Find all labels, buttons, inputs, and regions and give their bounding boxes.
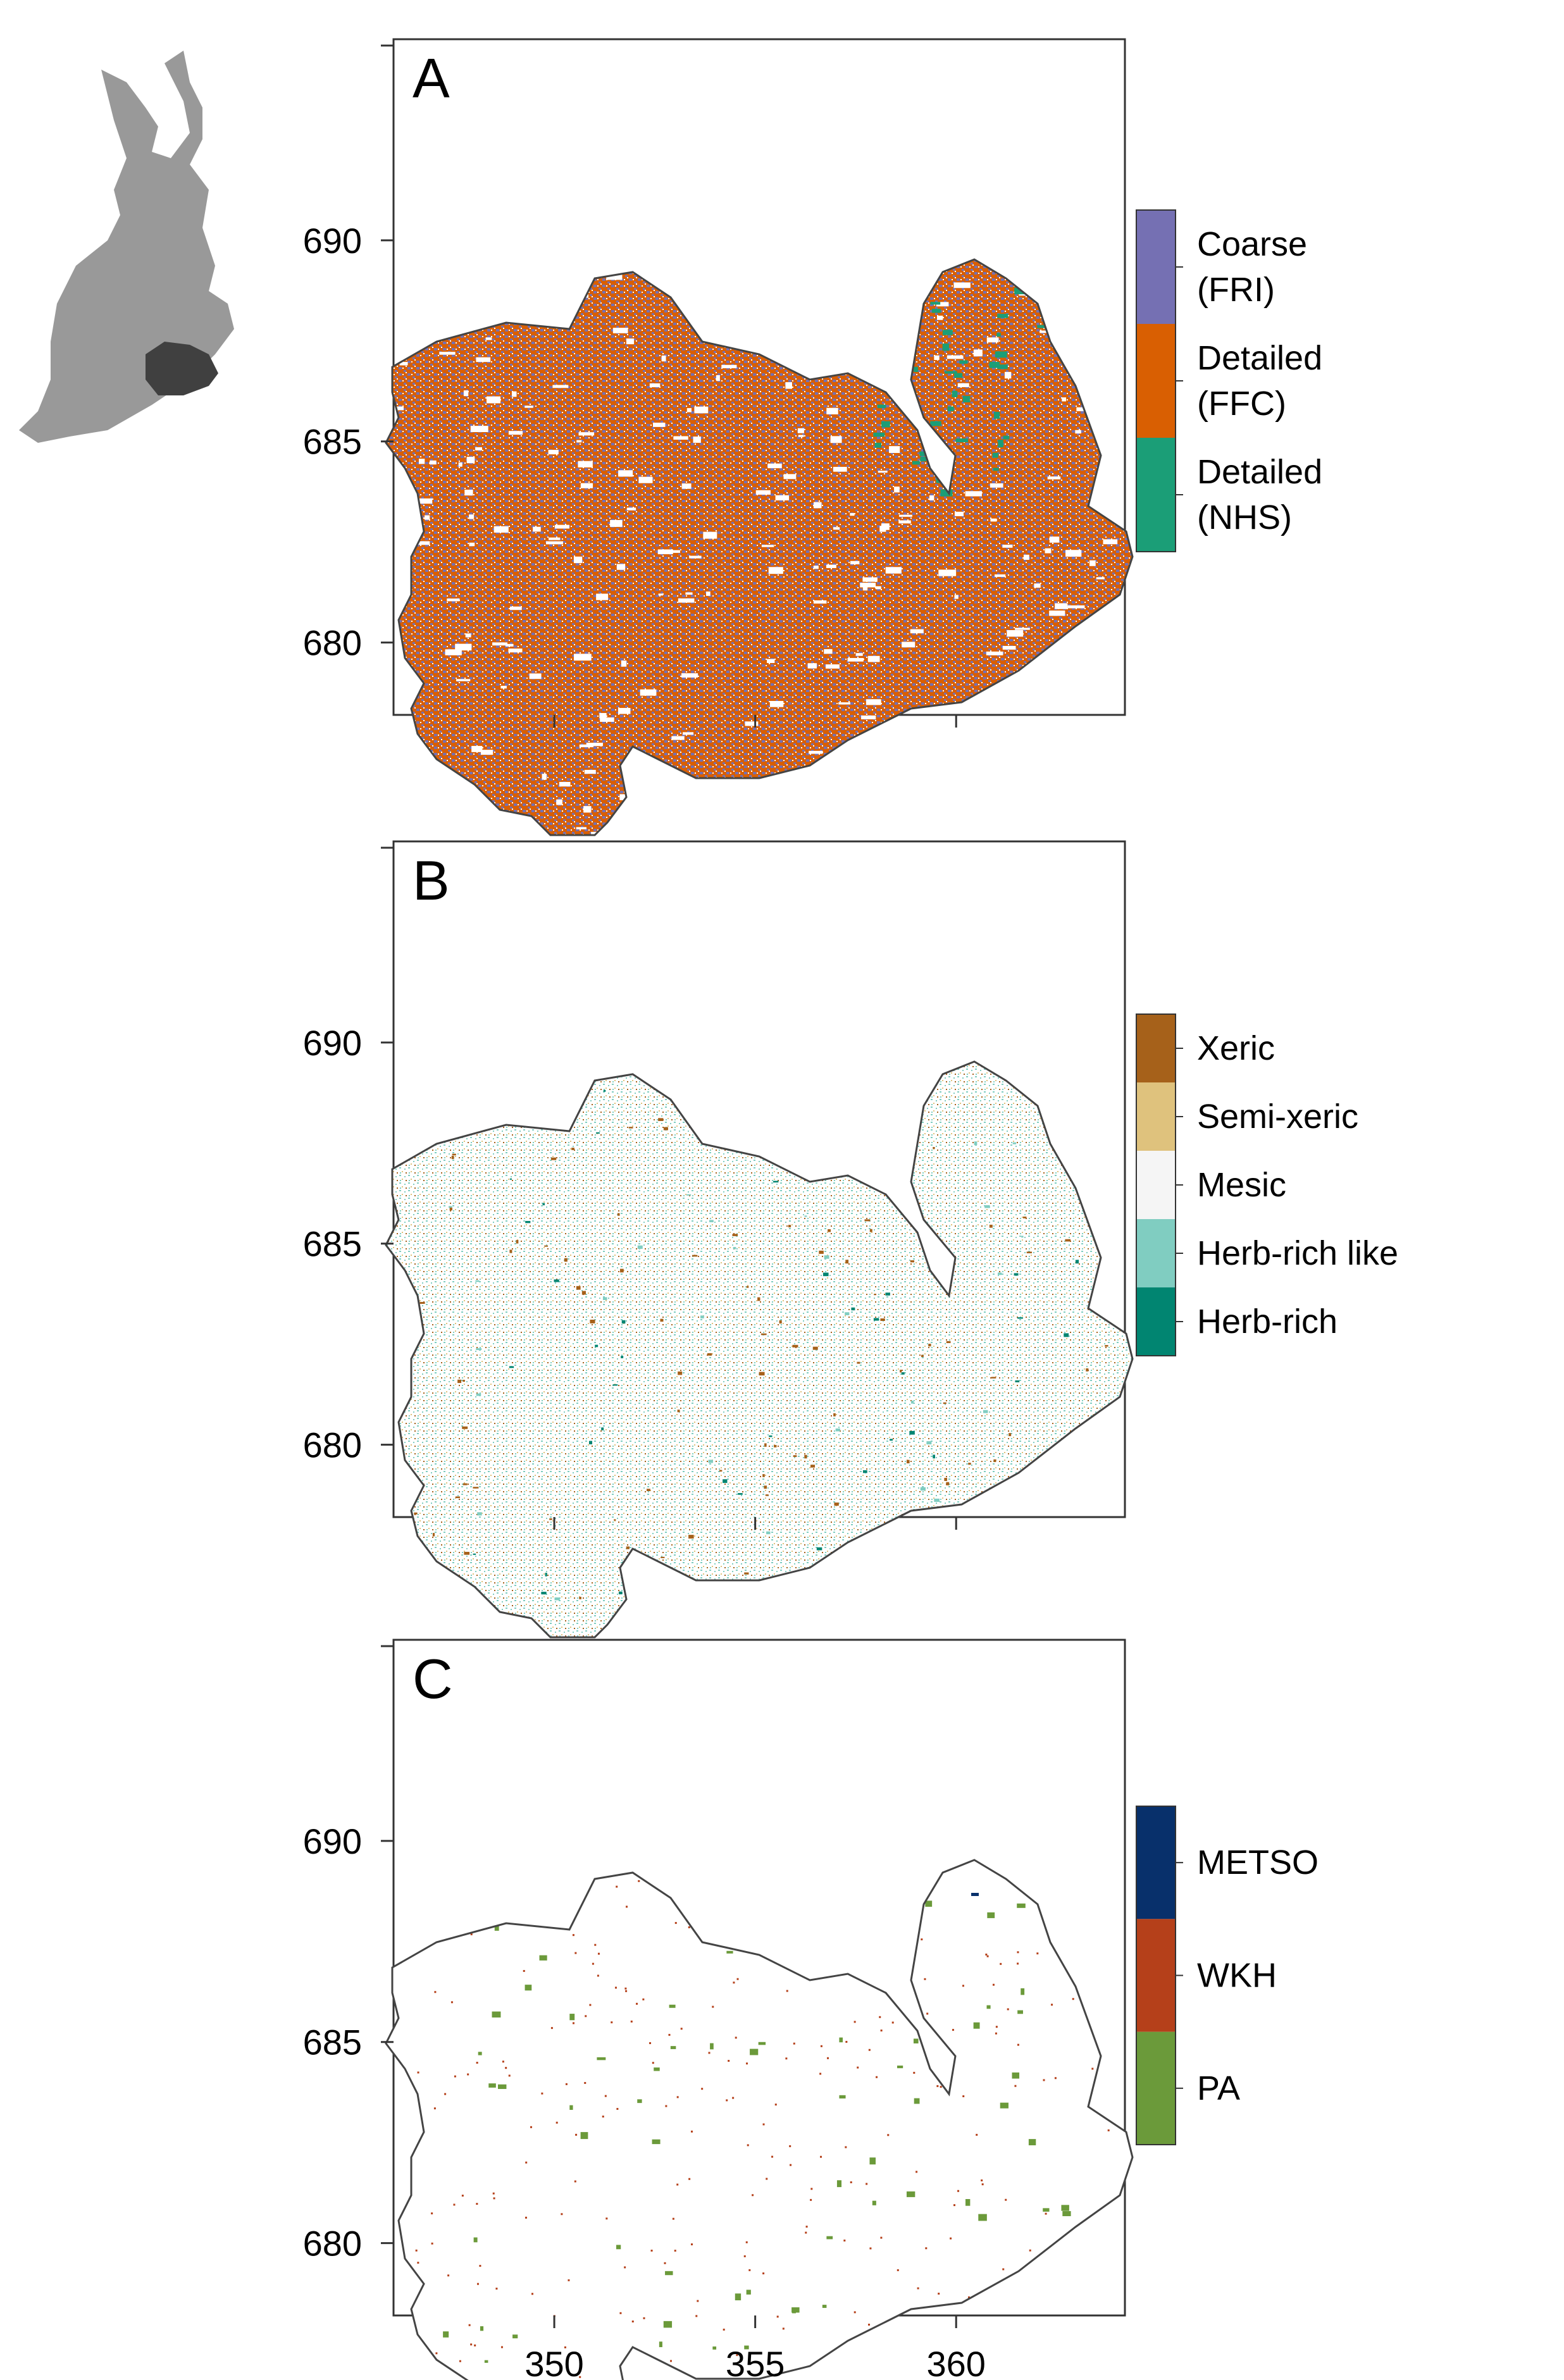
- map-panel-a: A 680 685 690 Coarse (FRI) Detailed (FFC) Detail…: [303, 38, 1322, 836]
- panel-label: B: [413, 849, 450, 912]
- study-region-shape: [146, 342, 218, 395]
- map-panel-b: B 680 685 690 Xeric Semi-xeric Mesic Herb-rich …: [303, 840, 1398, 1639]
- y-tick-label: 680: [303, 2224, 362, 2264]
- legend-swatch: [1136, 1014, 1176, 1082]
- legend-label: Mesic: [1197, 1166, 1286, 1204]
- legend-label: Herb-rich: [1197, 1303, 1337, 1341]
- panel-label: C: [413, 1647, 453, 1710]
- legend-swatch: [1136, 210, 1176, 324]
- legend-swatch: [1136, 1082, 1176, 1151]
- y-tick-label: 690: [303, 1023, 362, 1063]
- legend-label: Coarse: [1197, 225, 1307, 263]
- legend-label: Detailed: [1197, 339, 1322, 377]
- x-tick-label: 360: [927, 2344, 986, 2380]
- legend-label: Semi-xeric: [1197, 1098, 1358, 1136]
- legend-swatch: [1136, 2031, 1176, 2145]
- inset-country-map: [19, 51, 234, 443]
- legend-swatch: [1136, 1806, 1176, 1919]
- x-tick-label: 355: [726, 2344, 785, 2380]
- legend: METSO WKH PA: [1136, 1806, 1319, 2145]
- legend-label: METSO: [1197, 1844, 1319, 1881]
- y-tick-label: 690: [303, 1821, 362, 1861]
- legend-frame: [1136, 209, 1176, 552]
- map-panel-c: C 680 685 690 350 355 360 METSO WKH PA: [303, 1639, 1319, 2380]
- legend-swatch: [1136, 438, 1176, 552]
- y-tick-label: 690: [303, 221, 362, 261]
- legend-frame: [1136, 1013, 1176, 1356]
- legend-swatch: [1136, 1919, 1176, 2032]
- panel-label: A: [413, 47, 450, 109]
- y-tick-label: 680: [303, 623, 362, 663]
- legend-label: Xeric: [1197, 1029, 1275, 1067]
- y-tick-label: 685: [303, 2023, 362, 2062]
- y-tick-label: 685: [303, 1224, 362, 1264]
- legend-label: (FRI): [1197, 271, 1275, 309]
- x-tick-label: 350: [524, 2344, 583, 2380]
- legend-swatch: [1136, 324, 1176, 438]
- legend: Coarse (FRI) Detailed (FFC) Detailed (NHS): [1136, 209, 1322, 552]
- legend-swatch: [1136, 1151, 1176, 1219]
- legend-label: Herb-rich like: [1197, 1234, 1398, 1272]
- y-tick-label: 680: [303, 1425, 362, 1465]
- legend-label: (FFC): [1197, 385, 1286, 423]
- legend-label: (NHS): [1197, 499, 1292, 536]
- legend-swatch: [1136, 1219, 1176, 1287]
- legend: Xeric Semi-xeric Mesic Herb-rich like Herb-r…: [1136, 1013, 1398, 1356]
- y-tick-label: 685: [303, 422, 362, 462]
- legend-label: PA: [1197, 2069, 1240, 2107]
- legend-label: Detailed: [1197, 453, 1322, 491]
- legend-label: WKH: [1197, 1957, 1277, 1995]
- legend-frame: [1136, 1806, 1176, 2145]
- legend-swatch: [1136, 1287, 1176, 1356]
